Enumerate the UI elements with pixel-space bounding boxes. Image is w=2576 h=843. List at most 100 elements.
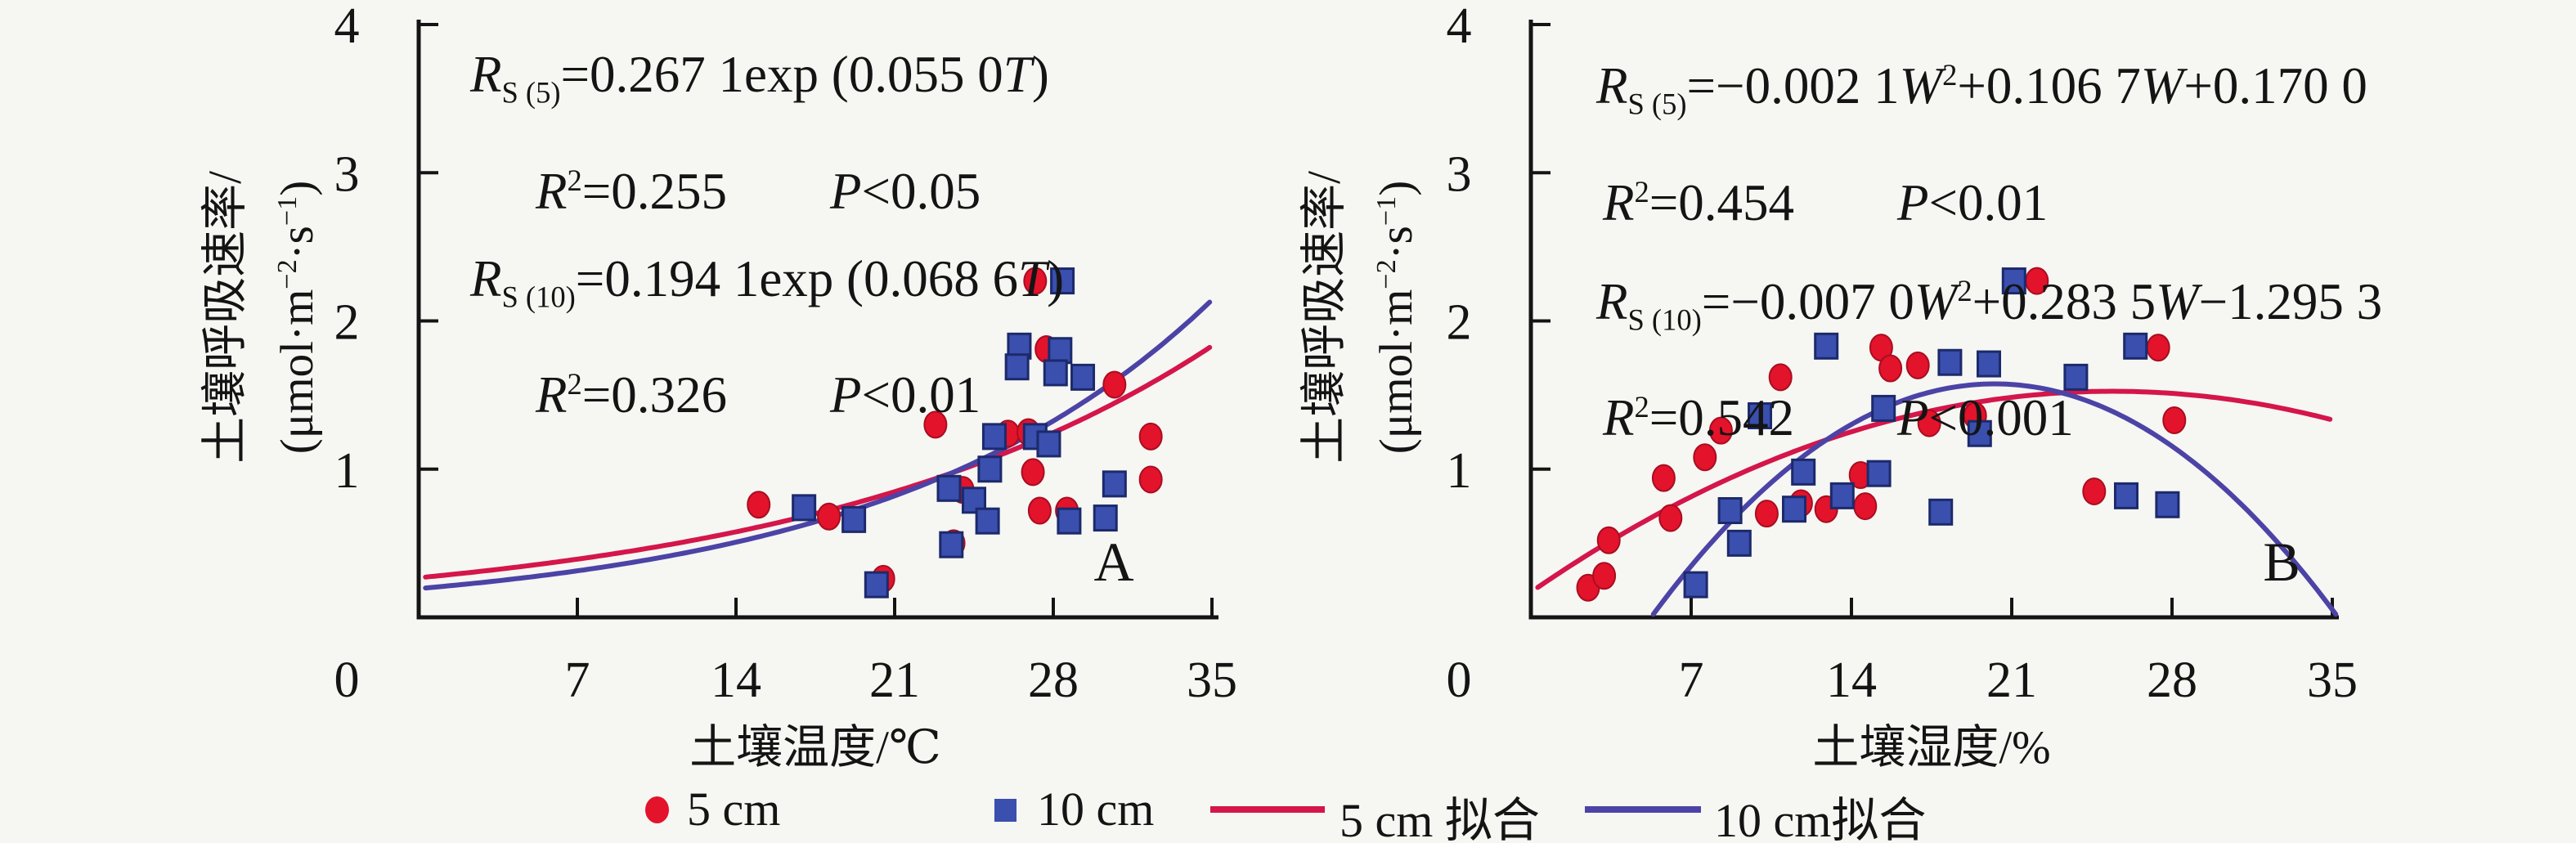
- point-B-5cm: [1905, 351, 1930, 379]
- point-A-10cm: [1050, 267, 1075, 295]
- point-B-10cm: [1977, 350, 2001, 378]
- point-A-10cm: [1004, 353, 1030, 381]
- point-B-5cm: [1592, 562, 1617, 590]
- point-A-5cm: [1102, 370, 1127, 399]
- point-A-5cm: [1023, 267, 1048, 295]
- point-B-10cm: [1967, 419, 1992, 447]
- y-axis-title-a-line2: (μmol·m−2·s−1): [272, 180, 323, 455]
- point-A-10cm: [981, 423, 1007, 451]
- point-B-5cm: [1596, 526, 1621, 554]
- equation-r2-a2: R2=0.326 P<0.01: [536, 366, 981, 424]
- axes-panel-B: [1528, 20, 2339, 620]
- point-A-10cm: [1036, 430, 1061, 458]
- point-B-5cm: [1651, 464, 1676, 492]
- axes-panel-A: [416, 20, 1218, 620]
- x-tick-label-A-28: 28: [1028, 652, 1079, 708]
- legend-label-10cm-fit: 10 cm拟合: [1714, 794, 1927, 843]
- equation-block-panel-b: RS (5)=−0.002 1W2+0.106 7W+0.170 0 R2=0.…: [1596, 31, 2382, 462]
- point-A-10cm: [1043, 359, 1068, 387]
- point-A-10cm: [792, 494, 817, 522]
- point-B-10cm: [1717, 497, 1743, 524]
- point-B-5cm: [1658, 504, 1683, 532]
- point-B-10cm: [1782, 495, 1806, 523]
- point-B-5cm: [1917, 409, 1941, 437]
- x-tick-label-B-35: 35: [2307, 652, 2358, 708]
- equation-rs5-a: RS (5)=0.267 1exp (0.055 0T): [470, 46, 1049, 110]
- panel-label-b: B: [2263, 531, 2300, 593]
- x-tick-label-A-21: 21: [869, 652, 920, 708]
- point-B-5cm: [2162, 406, 2187, 434]
- y-tick-label-A-1: 1: [334, 443, 360, 499]
- legend-line-10cm-fit-icon: [1585, 806, 1701, 813]
- y-tick-label-A-4: 4: [334, 0, 360, 54]
- equation-rs10-a: RS (10)=0.194 1exp (0.068 6T): [470, 249, 1065, 314]
- x-axis-title-panel-b: 土壤湿度/%: [1812, 722, 2051, 773]
- point-A-10cm: [841, 505, 867, 533]
- point-B-10cm: [1726, 529, 1752, 557]
- x-tick-label-B-0: 0: [1447, 652, 1472, 708]
- equation-block-panel-a: RS (5)=0.267 1exp (0.055 0T) R2=0.255 P<…: [470, 31, 1064, 439]
- point-B-10cm: [1748, 402, 1772, 429]
- legend-square-10cm-icon: [994, 799, 1016, 822]
- x-tick-label-B-7: 7: [1679, 652, 1704, 708]
- x-tick-label-A-0: 0: [334, 652, 360, 708]
- point-B-5cm: [1693, 443, 1717, 472]
- y-tick-label-B-4: 4: [1447, 0, 1472, 54]
- equation-r2-b1: R2=0.454 P<0.01: [1603, 173, 2049, 231]
- point-A-10cm: [1070, 363, 1096, 391]
- legend-label-5cm: 5 cm: [687, 782, 781, 836]
- point-A-10cm: [975, 507, 1000, 535]
- point-B-5cm: [1878, 354, 1903, 383]
- point-A-5cm: [1021, 458, 1045, 487]
- x-tick-label-A-7: 7: [565, 652, 590, 708]
- point-A-5cm: [923, 410, 948, 439]
- equation-r2-a1: R2=0.255 P<0.05: [536, 162, 981, 220]
- equation-rs5-b: RS (5)=−0.002 1W2+0.106 7W+0.170 0: [1596, 57, 2367, 121]
- x-tick-label-B-28: 28: [2147, 652, 2197, 708]
- point-A-5cm: [817, 502, 841, 531]
- y-axis-title-b-line1: 土壤呼吸速率/: [1299, 171, 1350, 464]
- y-axis-title-panel-a: 土壤呼吸速率/ (μmol·m−2·s−1): [195, 7, 325, 628]
- point-A-10cm: [1102, 470, 1127, 498]
- point-A-10cm: [1093, 504, 1118, 532]
- point-A-5cm: [1138, 465, 1163, 494]
- y-tick-label-B-1: 1: [1447, 443, 1472, 499]
- y-axis-title-panel-b: 土壤呼吸速率/ (μmol·m−2·s−1): [1294, 7, 1425, 628]
- equation-rs10-b: RS (10)=−0.007 0W2+0.283 5W−1.295 3: [1596, 272, 2383, 337]
- point-A-10cm: [1057, 507, 1082, 535]
- y-tick-label-A-3: 3: [334, 146, 360, 202]
- point-A-10cm: [977, 455, 1003, 483]
- legend-line-5cm-fit-icon: [1210, 806, 1325, 813]
- point-B-5cm: [1754, 500, 1779, 528]
- legend-label-5cm-fit: 5 cm 拟合: [1340, 794, 1540, 843]
- x-tick-label-A-35: 35: [1187, 652, 1237, 708]
- point-A-5cm: [1027, 496, 1052, 525]
- fit-curve-B-10 cm 拟合: [1650, 381, 2339, 617]
- point-A-5cm: [747, 491, 771, 519]
- equation-r2-b2: R2=0.542 P<0.001: [1603, 389, 2074, 447]
- y-tick-label-A-2: 2: [334, 295, 360, 351]
- point-B-5cm: [1708, 416, 1733, 445]
- point-A-10cm: [936, 474, 962, 502]
- point-B-10cm: [2155, 491, 2180, 518]
- point-B-10cm: [1829, 482, 1855, 509]
- panel-label-a: A: [1093, 531, 1134, 593]
- point-B-5cm: [1768, 363, 1793, 392]
- point-B-10cm: [1683, 571, 1708, 599]
- point-B-10cm: [1937, 348, 1963, 376]
- y-tick-label-B-3: 3: [1447, 146, 1472, 202]
- y-axis-title-a-line1: 土壤呼吸速率/: [200, 171, 251, 464]
- point-B-10cm: [1871, 394, 1896, 422]
- legend-label-10cm: 10 cm: [1037, 782, 1155, 836]
- point-B-10cm: [1814, 332, 1839, 360]
- point-B-10cm: [2123, 332, 2148, 360]
- point-B-10cm: [2114, 482, 2138, 509]
- point-B-10cm: [2063, 363, 2089, 391]
- x-tick-label-A-14: 14: [711, 652, 761, 708]
- y-tick-label-B-2: 2: [1447, 295, 1472, 351]
- point-A-10cm: [864, 571, 889, 599]
- y-axis-title-b-line2: (μmol·m−2·s−1): [1371, 180, 1422, 455]
- x-tick-label-B-14: 14: [1826, 652, 1877, 708]
